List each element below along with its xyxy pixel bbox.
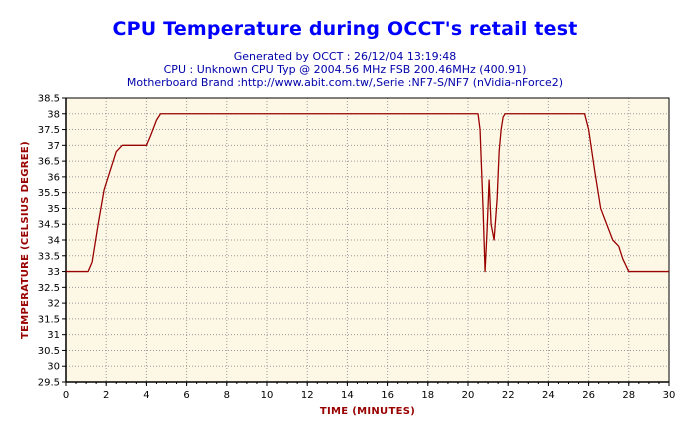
x-tick-label: 30 — [663, 390, 676, 401]
plot-area — [66, 98, 669, 382]
y-tick-label: 32 — [47, 299, 60, 310]
x-tick-label: 20 — [462, 390, 475, 401]
y-tick-label: 34.5 — [38, 220, 60, 231]
y-tick-label: 31.5 — [38, 314, 60, 325]
x-tick-label: 6 — [183, 390, 189, 401]
x-tick-label: 16 — [381, 390, 394, 401]
y-tick-label: 31 — [47, 330, 60, 341]
y-tick-label: 36 — [47, 172, 60, 183]
cpu-info: CPU : Unknown CPU Typ @ 2004.56 MHz FSB … — [163, 63, 527, 76]
grid-layer — [66, 98, 669, 382]
x-tick-label: 28 — [622, 390, 635, 401]
y-tick-label: 36.5 — [38, 157, 60, 168]
series-layer — [66, 113, 669, 273]
x-tick-label: 22 — [502, 390, 515, 401]
generated-info: Generated by OCCT : 26/12/04 13:19:48 — [233, 50, 457, 63]
x-tick-label: 24 — [542, 390, 555, 401]
y-tick-label: 30.5 — [38, 346, 60, 357]
y-tick-label: 38.5 — [38, 94, 60, 105]
y-tick-label: 37.5 — [38, 125, 60, 136]
x-tick-label: 2 — [103, 390, 109, 401]
y-tick-label: 33 — [47, 267, 60, 278]
chart-title: CPU Temperature during OCCT's retail tes… — [112, 18, 578, 40]
x-tick-label: 26 — [582, 390, 595, 401]
x-tick-label: 10 — [261, 390, 274, 401]
motherboard-info: Motherboard Brand :http://www.abit.com.t… — [126, 76, 564, 89]
y-tick-label: 35.5 — [38, 188, 60, 199]
y-tick-label: 33.5 — [38, 251, 60, 262]
y-axis-title: TEMPERATURE (CELSIUS DEGREE) — [20, 141, 31, 339]
y-tick-label: 30 — [47, 362, 60, 373]
tick-layer: 0 2 4 6 8 10 12 14 16 18 20 22 24 26 28 3029.53030.5313… — [38, 94, 676, 402]
x-tick-label: 0 — [63, 390, 69, 401]
x-tick-label: 14 — [341, 390, 354, 401]
temperature-series-line — [66, 113, 669, 273]
y-tick-label: 34 — [47, 236, 60, 247]
y-tick-label: 38 — [47, 109, 60, 120]
x-tick-label: 18 — [421, 390, 434, 401]
x-tick-label: 4 — [143, 390, 149, 401]
y-tick-label: 29.5 — [38, 378, 60, 389]
x-tick-label: 8 — [224, 390, 230, 401]
y-tick-label: 35 — [47, 204, 60, 215]
x-axis-title: TIME (MINUTES) — [320, 406, 415, 417]
y-tick-label: 32.5 — [38, 283, 60, 294]
x-tick-label: 12 — [301, 390, 314, 401]
y-tick-label: 37 — [47, 141, 60, 152]
